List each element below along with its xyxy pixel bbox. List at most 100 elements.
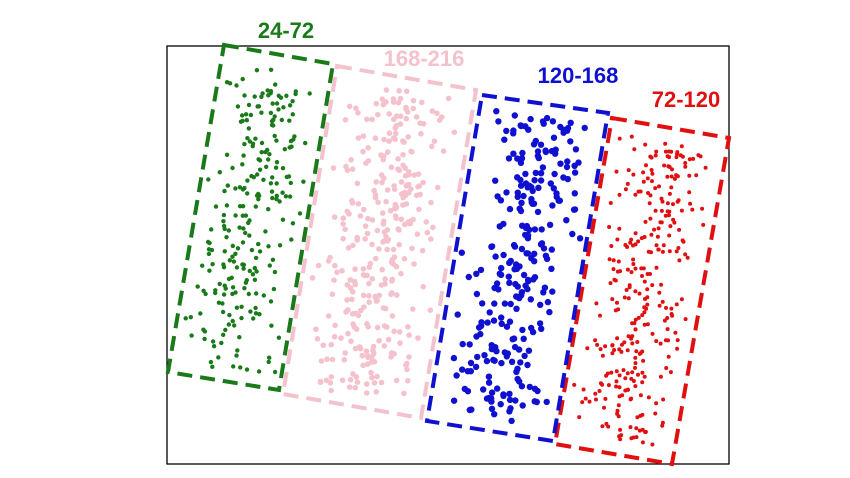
data-point [342, 350, 348, 356]
data-point [240, 76, 245, 82]
data-point [430, 224, 436, 231]
data-point [428, 236, 434, 242]
data-point [366, 293, 372, 299]
data-point [530, 276, 537, 283]
data-point [360, 292, 367, 299]
data-point [628, 425, 633, 430]
data-point [400, 138, 406, 144]
data-point [514, 174, 521, 181]
data-point [221, 292, 227, 297]
data-point [279, 117, 284, 123]
data-point [226, 276, 232, 282]
data-point [506, 408, 513, 415]
data-point [630, 370, 635, 375]
data-point [563, 163, 571, 171]
data-point [537, 177, 545, 184]
data-point [332, 322, 338, 329]
data-point [363, 390, 370, 396]
data-point [649, 168, 654, 172]
data-point [241, 153, 246, 158]
data-point [388, 350, 395, 356]
data-point [245, 178, 250, 183]
data-point [609, 244, 614, 248]
data-point [635, 415, 640, 420]
data-point [379, 266, 386, 273]
data-point [569, 230, 576, 238]
data-point [217, 170, 222, 175]
data-point [642, 310, 647, 315]
data-point [347, 377, 354, 383]
data-point [405, 377, 411, 384]
data-point [363, 348, 370, 355]
data-point [375, 111, 381, 118]
data-point [242, 185, 247, 191]
data-point [323, 377, 330, 384]
data-point [415, 335, 421, 341]
data-point [633, 242, 638, 247]
data-point [272, 269, 278, 275]
data-point [667, 165, 672, 169]
data-point [649, 250, 653, 255]
data-point [373, 179, 380, 185]
data-point [626, 296, 631, 301]
data-point [459, 366, 466, 373]
data-point [362, 236, 368, 242]
data-point [660, 299, 665, 304]
data-point [240, 240, 246, 245]
data-point [488, 243, 495, 250]
data-point [638, 393, 643, 398]
data-point [528, 184, 535, 191]
data-point [546, 308, 553, 316]
data-point [274, 101, 280, 106]
data-point [549, 202, 556, 209]
data-point [325, 313, 332, 319]
data-point [365, 158, 372, 164]
data-point [496, 223, 504, 230]
data-point [580, 400, 585, 405]
data-point [572, 382, 577, 387]
data-point [679, 208, 684, 213]
data-point [537, 141, 545, 148]
data-point [537, 170, 545, 177]
data-point [534, 148, 542, 155]
data-point [256, 369, 262, 374]
data-point [405, 324, 411, 330]
data-point [248, 309, 253, 314]
data-point [626, 334, 631, 339]
data-point [645, 322, 650, 327]
data-point [664, 366, 669, 370]
data-point [640, 440, 645, 445]
data-point [524, 250, 532, 257]
data-point [617, 385, 622, 390]
data-point [330, 165, 337, 171]
data-point [611, 267, 616, 272]
data-point [514, 283, 521, 290]
data-point [283, 194, 289, 199]
data-point [617, 394, 622, 399]
data-point [269, 119, 275, 124]
data-point [434, 110, 440, 117]
data-point [650, 171, 655, 176]
data-point [537, 301, 544, 308]
data-point [277, 199, 282, 204]
data-point [524, 235, 532, 242]
data-point [617, 226, 622, 231]
data-point [242, 93, 247, 98]
data-point [478, 319, 485, 326]
data-point [631, 257, 636, 262]
data-point [539, 164, 547, 171]
data-point [355, 110, 361, 116]
data-point [475, 324, 483, 331]
data-point [614, 169, 619, 174]
data-point [380, 101, 387, 108]
data-point [466, 406, 473, 414]
data-point [542, 252, 550, 259]
data-point [633, 384, 638, 389]
data-point [453, 372, 460, 379]
data-point [290, 99, 295, 104]
data-point [607, 257, 612, 262]
data-point [629, 396, 634, 401]
data-point [581, 124, 588, 132]
data-point [615, 237, 620, 242]
data-point [374, 324, 381, 331]
